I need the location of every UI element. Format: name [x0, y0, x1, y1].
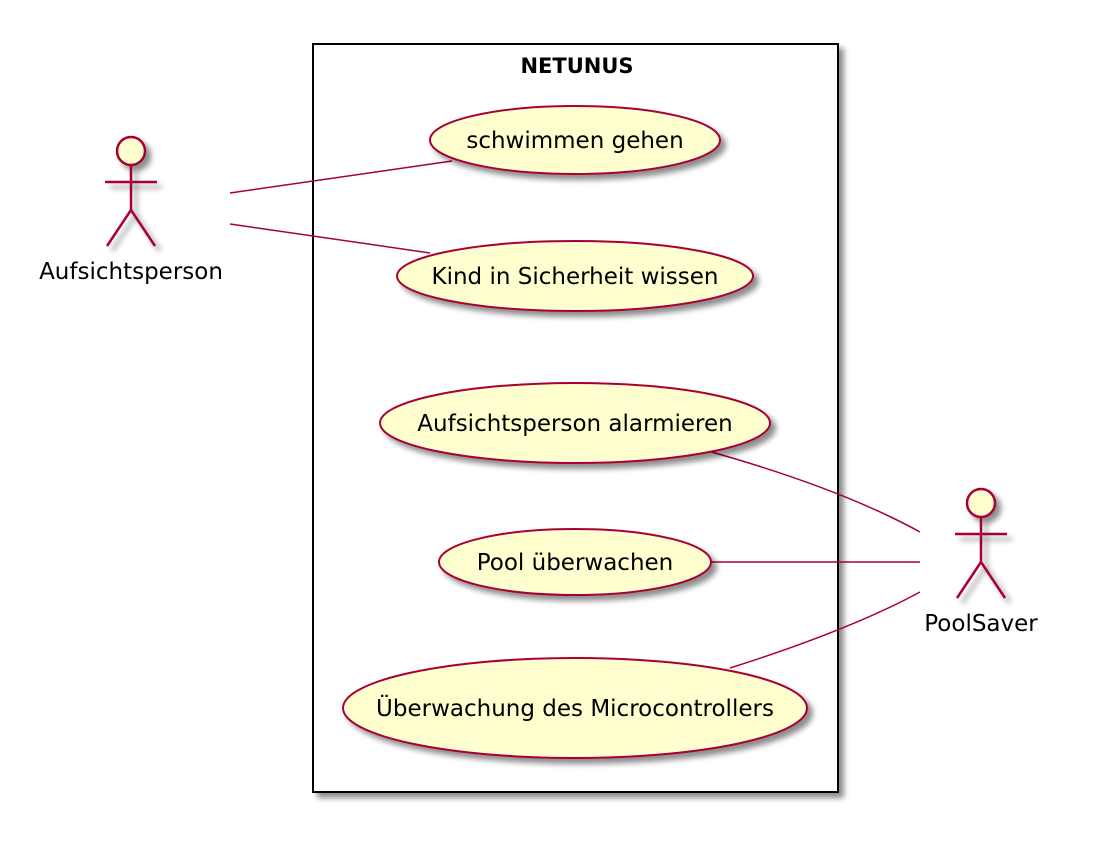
system-title: NETUNUS [520, 54, 633, 78]
stick-figure-icon[interactable] [105, 135, 157, 247]
use-case-schwimmen[interactable]: schwimmen gehen [429, 105, 721, 175]
use-case-label: Aufsichtsperson alarmieren [417, 411, 732, 437]
actor-label: PoolSaver [924, 611, 1038, 637]
associations [229, 160, 921, 669]
actor-poolsaver[interactable]: PoolSaver [924, 487, 1038, 637]
use-case-ellipse[interactable] [396, 240, 754, 312]
association-poolsaver-ueberwachung [729, 591, 921, 669]
stick-figure-icon[interactable] [955, 487, 1007, 599]
use-case-pool[interactable]: Pool überwachen [438, 528, 712, 596]
actor-aufsichtsperson[interactable]: Aufsichtsperson [39, 135, 223, 285]
use-case-label: Überwachung des Microcontrollers [376, 694, 774, 722]
actor-label: Aufsichtsperson [39, 259, 223, 285]
use-case-label: Pool überwachen [477, 550, 674, 576]
use-case-kind[interactable]: Kind in Sicherheit wissen [396, 240, 754, 312]
use-case-ueberwachung[interactable]: Überwachung des Microcontrollers [342, 657, 808, 759]
association-aufsichtsperson-schwimmen [229, 160, 453, 194]
use-case-ellipse[interactable] [379, 382, 771, 464]
association-poolsaver-alarmieren [707, 450, 921, 533]
association-aufsichtsperson-kind [229, 223, 431, 254]
use-case-label: Kind in Sicherheit wissen [432, 264, 719, 290]
use-case-ellipse[interactable] [438, 528, 712, 596]
use-case-ellipse[interactable] [342, 657, 808, 759]
use-case-alarmieren[interactable]: Aufsichtsperson alarmieren [379, 382, 771, 464]
use-case-label: schwimmen gehen [466, 128, 683, 154]
use-case-ellipse[interactable] [429, 105, 721, 175]
